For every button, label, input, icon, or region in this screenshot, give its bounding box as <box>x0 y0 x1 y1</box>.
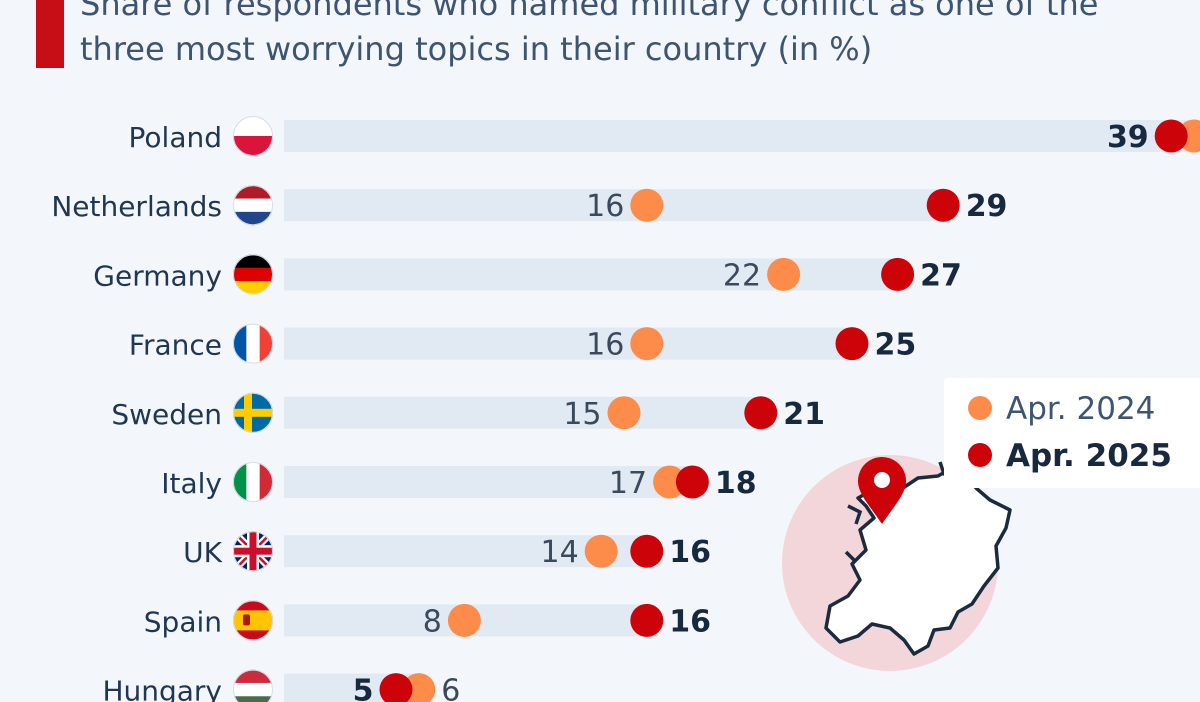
value-label-apr2024: 16 <box>586 328 624 363</box>
value-label-apr2024: 14 <box>541 535 579 570</box>
value-label-apr2024: 8 <box>423 604 442 639</box>
value-label-apr2025: 25 <box>875 328 917 363</box>
category-label: Sweden <box>111 398 222 431</box>
dot-apr2024 <box>630 188 664 222</box>
flag-poland-icon <box>233 116 273 156</box>
category-label: France <box>129 329 222 362</box>
legend-item: Apr. 2025 <box>968 438 1172 474</box>
value-label-apr2025: 21 <box>783 397 825 432</box>
dot-apr2024 <box>630 327 664 361</box>
dot-apr2025 <box>926 188 960 222</box>
chart-rows: Poland3940Netherlands1629Germany2227Fran… <box>51 116 1200 702</box>
value-label-apr2024: 22 <box>723 258 761 293</box>
dot-apr2025 <box>1154 119 1188 153</box>
dot-apr2024 <box>584 534 618 568</box>
chart-row-poland: Poland3940 <box>129 116 1200 156</box>
row-track <box>284 189 944 222</box>
dot-apr2025 <box>630 603 664 637</box>
dot-apr2024 <box>767 257 801 291</box>
europe-map-icon <box>782 455 1012 671</box>
dot-apr2025 <box>835 327 869 361</box>
title-accent-bar <box>36 0 64 68</box>
dot-apr2024 <box>607 396 641 430</box>
dot-apr2025 <box>881 257 915 291</box>
value-label-apr2025: 39 <box>1107 120 1149 155</box>
legend-box <box>944 378 1200 488</box>
value-label-apr2025: 5 <box>353 674 374 702</box>
dot-apr2025 <box>675 465 709 499</box>
legend-swatch <box>968 443 992 467</box>
dot-apr2025 <box>744 396 778 430</box>
uk-outline <box>847 504 863 525</box>
row-track <box>284 327 852 360</box>
chart-row-germany: Germany 22 27 <box>93 254 962 295</box>
row-track <box>284 120 1194 152</box>
legend-swatch <box>968 396 992 420</box>
chart-title: Share of respondents who named military … <box>80 0 1099 68</box>
chart-row-sweden: Sweden 15 21 <box>111 392 825 433</box>
row-track <box>284 396 761 429</box>
value-label-apr2025: 16 <box>669 604 711 639</box>
row-track <box>284 466 693 498</box>
row-track <box>284 258 898 291</box>
legend: Apr. 2024 Apr. 2025 <box>944 378 1200 488</box>
island-outline <box>844 550 856 562</box>
chart-row-hungary: Hungary 5 6 <box>102 669 460 702</box>
chart-row-uk: UK 14 16 <box>183 531 711 572</box>
value-label-apr2024: 16 <box>586 189 624 224</box>
flag-spain-icon <box>233 600 273 641</box>
value-label-apr2024: 15 <box>563 397 601 432</box>
legend-label: Apr. 2024 <box>1006 391 1155 427</box>
value-label-apr2025: 27 <box>920 258 962 293</box>
value-label-apr2025: 18 <box>715 466 757 501</box>
category-label: Germany <box>93 259 222 292</box>
value-label-apr2024: 17 <box>609 466 647 501</box>
value-label-apr2025: 29 <box>966 189 1008 224</box>
category-label: Italy <box>161 467 222 500</box>
flag-hungary-icon <box>233 669 273 702</box>
value-label-apr2024: 6 <box>441 674 460 702</box>
chart-row-italy: Italy 17 18 <box>161 462 757 502</box>
chart-row-netherlands: Netherlands 16 29 <box>51 185 1007 226</box>
dot-apr2025 <box>630 534 664 568</box>
value-label-apr2025: 16 <box>669 535 711 570</box>
category-label: Poland <box>129 121 222 154</box>
chart-row-france: France 16 25 <box>129 323 917 364</box>
dot-apr2024 <box>653 465 687 499</box>
category-label: Spain <box>144 605 222 638</box>
category-label: UK <box>183 536 222 569</box>
category-label: Hungary <box>102 675 222 702</box>
category-label: Netherlands <box>51 190 222 223</box>
flag-uk-icon <box>233 531 273 572</box>
dot-apr2025 <box>379 673 413 702</box>
chart-row-spain: Spain 8 16 <box>144 600 711 641</box>
location-pin-icon <box>858 457 906 524</box>
legend-label: Apr. 2025 <box>1006 438 1172 474</box>
flag-sweden-icon <box>233 392 273 433</box>
dot-apr2024 <box>447 603 481 637</box>
legend-item: Apr. 2024 <box>968 391 1155 427</box>
